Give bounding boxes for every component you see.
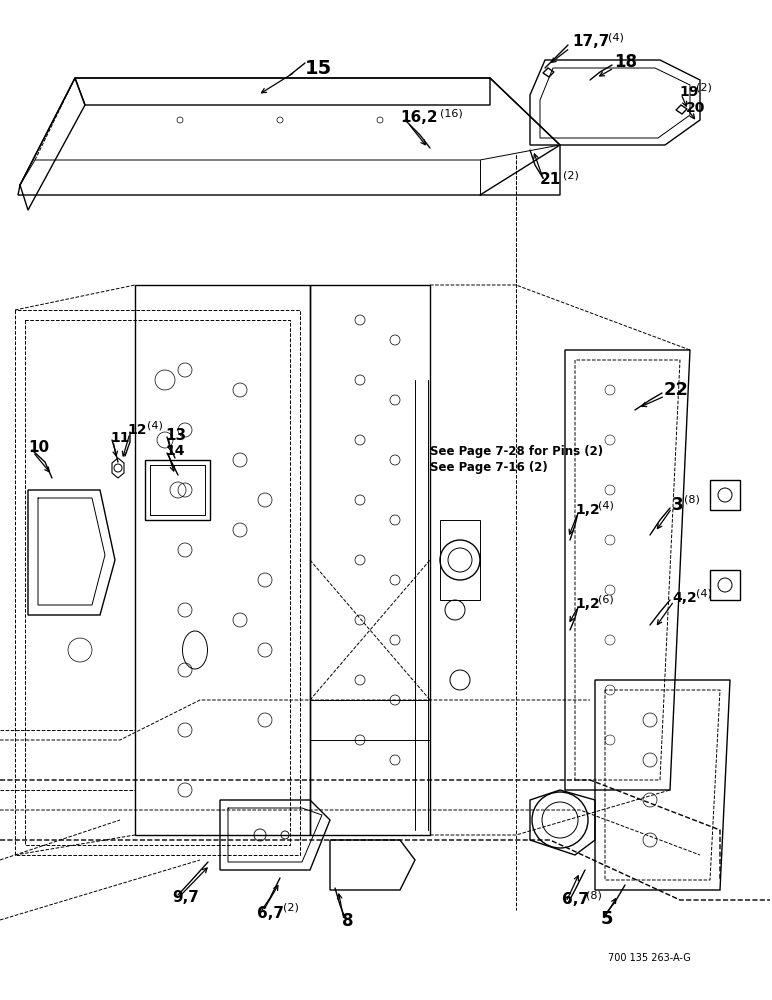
Text: 14: 14: [165, 444, 185, 458]
Text: 4,2: 4,2: [672, 591, 697, 605]
Text: (6): (6): [598, 595, 614, 605]
Text: (4): (4): [696, 589, 712, 599]
Text: 5: 5: [601, 910, 614, 928]
Text: 8: 8: [342, 912, 354, 930]
Text: 9,7: 9,7: [172, 890, 199, 906]
Text: 11: 11: [110, 431, 130, 445]
Text: (16): (16): [440, 109, 462, 119]
Text: (8): (8): [586, 890, 602, 900]
Text: 18: 18: [614, 53, 637, 71]
Text: (2): (2): [563, 170, 579, 180]
Text: 10: 10: [28, 440, 49, 456]
Text: (4): (4): [608, 33, 624, 43]
Text: 22: 22: [664, 381, 689, 399]
Text: 6,7: 6,7: [257, 906, 284, 920]
Text: 1,2: 1,2: [575, 597, 600, 611]
Text: (4): (4): [598, 501, 614, 511]
Text: 17,7: 17,7: [572, 34, 609, 49]
Text: 12: 12: [127, 423, 147, 437]
Text: 3: 3: [672, 496, 684, 514]
Text: 700 135 263-A-G: 700 135 263-A-G: [608, 953, 691, 963]
Text: See Page 7-28 for Pins (2): See Page 7-28 for Pins (2): [430, 446, 603, 458]
Text: (2): (2): [696, 83, 712, 93]
Text: See Page 7-16 (2): See Page 7-16 (2): [430, 460, 548, 474]
Text: 15: 15: [305, 58, 332, 78]
Text: 1,2: 1,2: [575, 503, 600, 517]
Text: 20: 20: [686, 101, 706, 115]
Text: 13: 13: [165, 428, 186, 442]
Text: 6,7: 6,7: [562, 892, 589, 908]
Text: 16,2: 16,2: [400, 109, 438, 124]
Text: 21: 21: [540, 172, 561, 188]
Text: (8): (8): [684, 495, 700, 505]
Text: (2): (2): [283, 903, 299, 913]
Text: (4): (4): [147, 421, 163, 431]
Text: 19: 19: [679, 85, 699, 99]
